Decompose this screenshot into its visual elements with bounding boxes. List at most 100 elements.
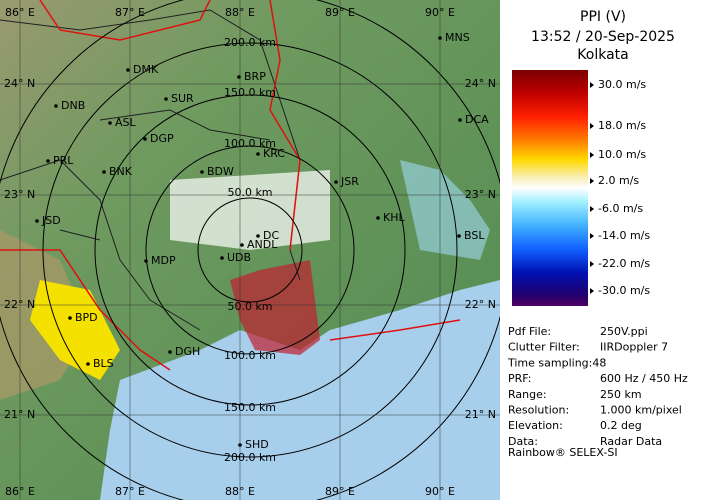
station-label: BDW (207, 165, 234, 178)
datetime: 13:52 / 20-Sep-2025 (531, 29, 675, 45)
info-value: IIRDoppler 7 (600, 341, 668, 354)
range-label: 150.0 km (224, 86, 276, 99)
sea (100, 280, 500, 500)
station-label: KRC (263, 147, 285, 160)
range-ring (197, 197, 303, 303)
info-value: 250 km (600, 388, 642, 401)
station-label: DCA (465, 113, 489, 126)
station-label: DGP (150, 132, 174, 145)
station-label: ANDL (247, 238, 278, 251)
station-label: JSR (340, 175, 359, 188)
legend-label: 2.0 m/s (598, 174, 639, 187)
lon-label: 86° E (5, 485, 35, 498)
legend-label: 18.0 m/s (598, 119, 646, 132)
info-key: Clutter Filter: (508, 341, 580, 354)
info-key: Resolution: (508, 404, 569, 417)
station-label: BPD (75, 311, 98, 324)
legend-arrow (590, 261, 594, 267)
station-label: JSD (41, 214, 61, 227)
legend-arrow (590, 82, 594, 88)
legend-arrow (590, 206, 594, 212)
info-key: Time sampling:48 (507, 356, 606, 369)
lon-label: 89° E (325, 6, 355, 19)
station-label: KHL (383, 211, 405, 224)
station-dot (102, 170, 106, 174)
info-value: 250V.ppi (600, 325, 648, 338)
legend-label: -30.0 m/s (598, 284, 650, 297)
lat-label: 24° N (4, 77, 35, 90)
legend-label: 10.0 m/s (598, 148, 646, 161)
station-label: BNK (109, 165, 133, 178)
station-dot (438, 36, 442, 40)
station-dot (240, 243, 244, 247)
lat-label: 23° N (465, 188, 496, 201)
station-dot (168, 350, 172, 354)
station-dot (457, 234, 461, 238)
footer: Rainbow® SELEX-SI (508, 446, 618, 459)
legend-arrow (590, 233, 594, 239)
lat-label: 22° N (465, 298, 496, 311)
info-key: PRF: (508, 372, 531, 385)
station-label: DC (263, 229, 279, 242)
station-label: BLS (93, 357, 114, 370)
station-label: BSL (464, 229, 485, 242)
legend-label: -22.0 m/s (598, 257, 650, 270)
station-dot (200, 170, 204, 174)
station-dot (220, 256, 224, 260)
station-dot (46, 159, 50, 163)
station-dot (458, 118, 462, 122)
lon-label: 88° E (225, 6, 255, 19)
info-key: Pdf File: (508, 325, 551, 338)
borders (0, 9, 301, 331)
lon-label: 86° E (5, 6, 35, 19)
range-ring (94, 94, 406, 406)
lat-label: 23° N (4, 188, 35, 201)
echo-white (170, 170, 330, 250)
station-label: DMK (133, 63, 159, 76)
info-value: 0.2 deg (600, 419, 642, 432)
info-value: Radar Data (600, 435, 662, 448)
lon-label: 88° E (225, 485, 255, 498)
station-dot (144, 259, 148, 263)
lat-label: 21° N (465, 408, 496, 421)
range-label: 200.0 km (224, 36, 276, 49)
lon-label: 87° E (115, 6, 145, 19)
info-value: 1.000 km/pixel (600, 404, 682, 417)
delta-echo (230, 260, 320, 355)
info-key: Range: (508, 388, 547, 401)
station-dot (164, 97, 168, 101)
range-label: 50.0 km (227, 300, 272, 313)
lat-label: 21° N (4, 408, 35, 421)
info-key: Data: (508, 435, 538, 448)
station-dot (256, 152, 260, 156)
lon-label: 90° E (425, 485, 455, 498)
station-label: DNB (61, 99, 85, 112)
info-value: 600 Hz / 450 Hz (600, 372, 688, 385)
legend-label: 30.0 m/s (598, 78, 646, 91)
station-label: DGH (175, 345, 200, 358)
station-label: SUR (171, 92, 194, 105)
location: Kolkata (577, 47, 628, 63)
station-label: BRP (244, 70, 266, 83)
lon-label: 90° E (425, 6, 455, 19)
station-dot (68, 316, 72, 320)
range-label: 150.0 km (224, 401, 276, 414)
station-dot (35, 219, 39, 223)
legend-arrow (590, 152, 594, 158)
station-label: SHD (245, 438, 269, 451)
lat-label: 24° N (465, 77, 496, 90)
station-label: MDP (151, 254, 176, 267)
legend-arrow (590, 123, 594, 129)
color-bar (512, 70, 588, 306)
station-label: UDB (227, 251, 251, 264)
station-dot (256, 234, 260, 238)
legend-arrow (590, 288, 594, 294)
state-borders (0, 0, 461, 371)
station-dot (126, 68, 130, 72)
station-dot (143, 137, 147, 141)
station-dot (376, 216, 380, 220)
legend-label: -14.0 m/s (598, 229, 650, 242)
station-dot (334, 180, 338, 184)
range-ring (145, 145, 355, 355)
range-label: 100.0 km (224, 349, 276, 362)
